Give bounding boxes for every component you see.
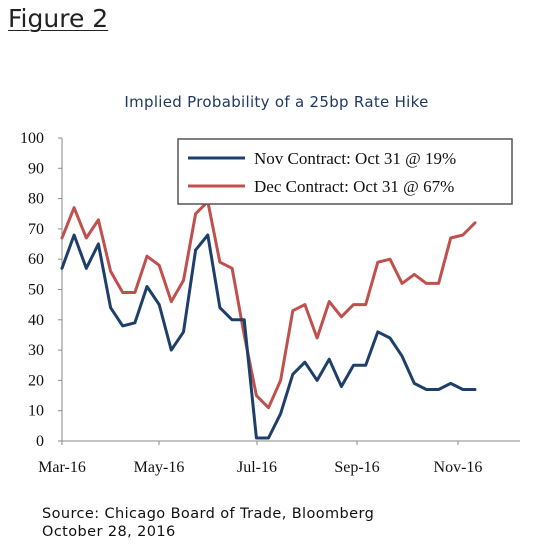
chart-axes: 0 10 20 30 40 50 60 70 80 90 100 Mar-16 May-16 Jul-16… xyxy=(20,130,520,476)
y-tick-label: 90 xyxy=(28,160,44,177)
x-tick-label: Sep-16 xyxy=(334,459,379,476)
chart-legend: Nov Contract: Oct 31 @ 19% Dec Contract: … xyxy=(177,138,513,205)
source-date: October 28, 2016 xyxy=(42,524,176,540)
source-note: Source: Chicago Board of Trade, Bloomber… xyxy=(42,505,374,541)
y-tick-label: 10 xyxy=(28,403,44,420)
x-tick-label: Nov-16 xyxy=(434,459,483,476)
legend-label: Dec Contract: Oct 31 @ 67% xyxy=(254,177,454,196)
legend-label: Nov Contract: Oct 31 @ 19% xyxy=(254,149,456,168)
x-tick-label: Jul-16 xyxy=(237,459,277,476)
x-tick-label: Mar-16 xyxy=(38,459,86,476)
y-tick-label: 50 xyxy=(28,282,44,299)
source-line: Source: Chicago Board of Trade, Bloomber… xyxy=(42,506,375,522)
series-line-nov-contract xyxy=(60,233,477,440)
y-tick-label: 80 xyxy=(28,191,44,208)
series-layer xyxy=(60,200,477,440)
figure-label: Figure 2 xyxy=(8,4,109,33)
y-tick-label: 20 xyxy=(28,372,44,389)
y-tick-label: 70 xyxy=(28,221,44,238)
series-line-dec-contract xyxy=(60,200,477,410)
y-tick-label: 30 xyxy=(28,342,44,359)
y-tick-label: 40 xyxy=(28,312,44,329)
y-tick-label: 0 xyxy=(36,433,44,450)
chart-title: Implied Probability of a 25bp Rate Hike xyxy=(124,93,429,111)
x-tick-label: May-16 xyxy=(134,459,185,476)
y-tick-label: 60 xyxy=(28,251,44,268)
legend-box xyxy=(177,138,513,205)
y-tick-label: 100 xyxy=(20,130,44,147)
